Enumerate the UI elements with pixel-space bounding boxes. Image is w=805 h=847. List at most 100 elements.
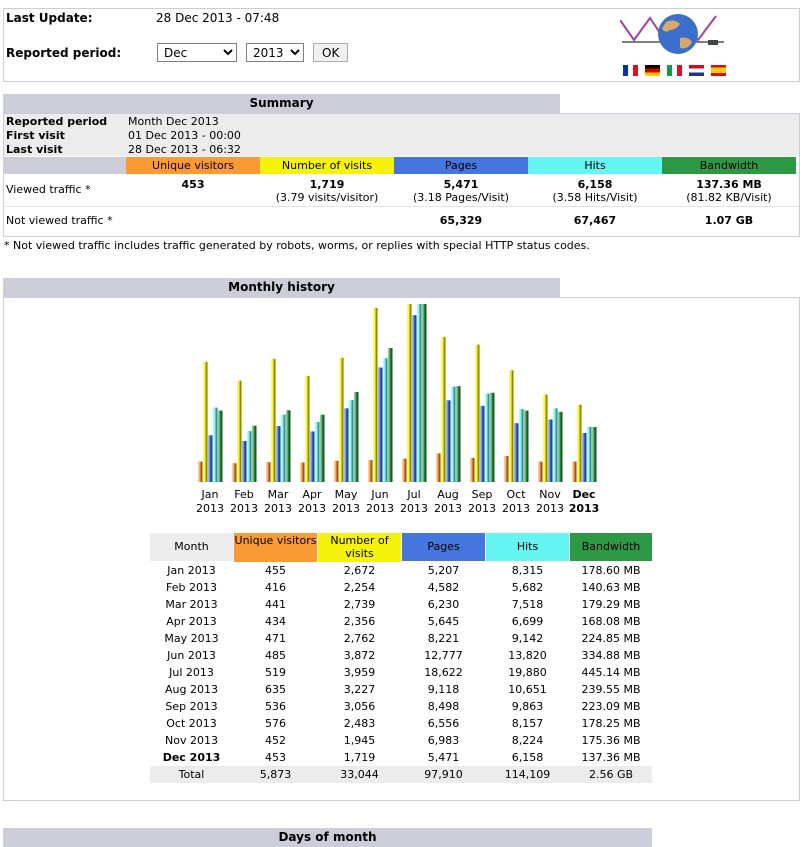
table-cell: Apr 2013: [166, 615, 217, 628]
table-cell: Feb 2013: [166, 581, 217, 594]
viewed-visits-sub: (3.79 visits/visitor): [275, 191, 379, 204]
total-hits: 114,109: [504, 768, 551, 781]
table-cell: 2,739: [343, 598, 376, 611]
x-tick-month: Oct: [506, 488, 526, 501]
total-label: Total: [178, 768, 205, 781]
bar-shade-jul-series-2: [412, 315, 417, 482]
bar-shade-aug-series-2: [446, 400, 451, 482]
year-select[interactable]: 2013: [246, 43, 304, 62]
table-cell: 8,315: [511, 564, 544, 577]
flag-es-icon[interactable]: [711, 65, 726, 76]
bar-shade-may-series-2: [344, 408, 349, 482]
table-cell: 519: [265, 666, 286, 679]
bar-shade-oct-series-4: [524, 410, 529, 482]
table-cell: 8,224: [511, 734, 544, 747]
viewed-pages-sub: (3.18 Pages/Visit): [412, 191, 510, 204]
header-number-visits: Number of visits: [318, 533, 401, 562]
summary-footnote: * Not viewed traffic includes traffic ge…: [4, 239, 590, 252]
monthly-box: [3, 297, 800, 801]
table-cell: 6,556: [427, 717, 460, 730]
table-row: Apr 2013 434 2,356 5,645 6,699 168.08 MB: [150, 613, 652, 630]
x-tick-year: 2013: [230, 502, 258, 515]
x-tick-month: Jun: [370, 488, 388, 501]
table-cell: 5,207: [427, 564, 460, 577]
table-cell: 7,518: [511, 598, 544, 611]
viewed-hits-sub: (3.58 Hits/Visit): [552, 191, 638, 204]
month-select[interactable]: Dec: [157, 43, 237, 62]
table-cell: 10,651: [508, 683, 547, 696]
bar-shade-dec-series-3: [587, 426, 592, 482]
bar-shade-feb-series-2: [242, 440, 247, 482]
table-cell: Sep 2013: [165, 700, 218, 713]
table-cell: 223.09 MB: [581, 700, 641, 713]
table-cell: 635: [265, 683, 286, 696]
x-tick-month: Sep: [472, 488, 493, 501]
table-cell: 2,356: [343, 615, 376, 628]
table-cell: 140.63 MB: [581, 581, 641, 594]
bar-shade-may-series-1: [339, 357, 344, 482]
x-tick-year: 2013: [536, 502, 564, 515]
monthly-title: Monthly history: [3, 278, 560, 297]
table-cell: 6,158: [511, 751, 544, 764]
bar-shade-aug-series-1: [441, 336, 446, 482]
table-cell: 5,471: [427, 751, 460, 764]
viewed-visitors: 453: [181, 178, 205, 191]
x-tick-year: 2013: [366, 502, 394, 515]
bar-shade-jun-series-3: [383, 358, 388, 482]
bar-shade-apr-series-4: [320, 414, 325, 482]
flag-nl-icon[interactable]: [689, 65, 704, 76]
viewed-visits: 1,719: [309, 178, 345, 191]
table-cell: 3,227: [343, 683, 376, 696]
first-visit-value: 01 Dec 2013 - 00:00: [128, 129, 241, 142]
summary-header-spacer: [4, 157, 126, 174]
bar-shade-jan-series-1: [203, 361, 208, 482]
table-cell: 3,959: [343, 666, 376, 679]
flag-de-icon[interactable]: [645, 65, 660, 76]
header-month: Month: [150, 533, 233, 561]
flag-it-icon[interactable]: [667, 65, 682, 76]
table-cell: 178.25 MB: [581, 717, 641, 730]
bar-shade-jan-series-3: [213, 407, 218, 482]
x-tick-month: May: [335, 488, 358, 501]
table-cell: 416: [265, 581, 286, 594]
total-pages: 97,910: [424, 768, 463, 781]
table-cell: 3,056: [343, 700, 376, 713]
x-tick-month: Jul: [406, 488, 420, 501]
bar-shade-nov-series-1: [543, 394, 548, 482]
bar-shade-apr-series-2: [310, 431, 315, 482]
table-cell: Aug 2013: [165, 683, 218, 696]
table-cell: 13,820: [508, 649, 547, 662]
x-tick-year: 2013: [264, 502, 292, 515]
table-row: Jan 2013 455 2,672 5,207 8,315 178.60 MB: [150, 562, 652, 579]
reported-period-row-label: Reported period: [6, 115, 108, 128]
table-cell: Dec 2013: [162, 751, 221, 764]
summary-row-divider: [4, 206, 799, 207]
bar-shade-jul-series-3: [417, 304, 422, 482]
table-cell: 5,682: [511, 581, 544, 594]
bar-shade-sep-series-1: [475, 344, 480, 482]
table-cell: 536: [265, 700, 286, 713]
summary-header-hits: Hits: [528, 157, 662, 174]
x-tick-month: Aug: [437, 488, 458, 501]
bar-shade-nov-series-3: [553, 408, 558, 482]
bar-shade-apr-series-0: [300, 462, 305, 482]
table-cell: 178.60 MB: [581, 564, 641, 577]
bar-shade-aug-series-3: [451, 386, 456, 482]
summary-info-bg: [4, 114, 799, 156]
last-update-label: Last Update:: [6, 11, 93, 25]
bar-shade-mar-series-0: [266, 462, 271, 482]
table-cell: 224.85 MB: [581, 632, 641, 645]
flag-fr-icon[interactable]: [623, 65, 638, 76]
viewed-bandwidth: 137.36 MB: [696, 178, 762, 191]
x-tick-year: 2013: [196, 502, 224, 515]
viewed-traffic-label: Viewed traffic *: [6, 183, 91, 196]
header-bandwidth: Bandwidth: [570, 533, 652, 561]
x-tick-month: Nov: [539, 488, 561, 501]
table-cell: 455: [265, 564, 286, 577]
table-cell: 441: [265, 598, 286, 611]
ok-button[interactable]: OK: [313, 43, 349, 62]
table-cell: 168.08 MB: [581, 615, 641, 628]
summary-header-visitors: Unique visitors: [126, 157, 260, 174]
table-cell: Jan 2013: [167, 564, 216, 577]
bar-shade-sep-series-0: [470, 457, 475, 482]
